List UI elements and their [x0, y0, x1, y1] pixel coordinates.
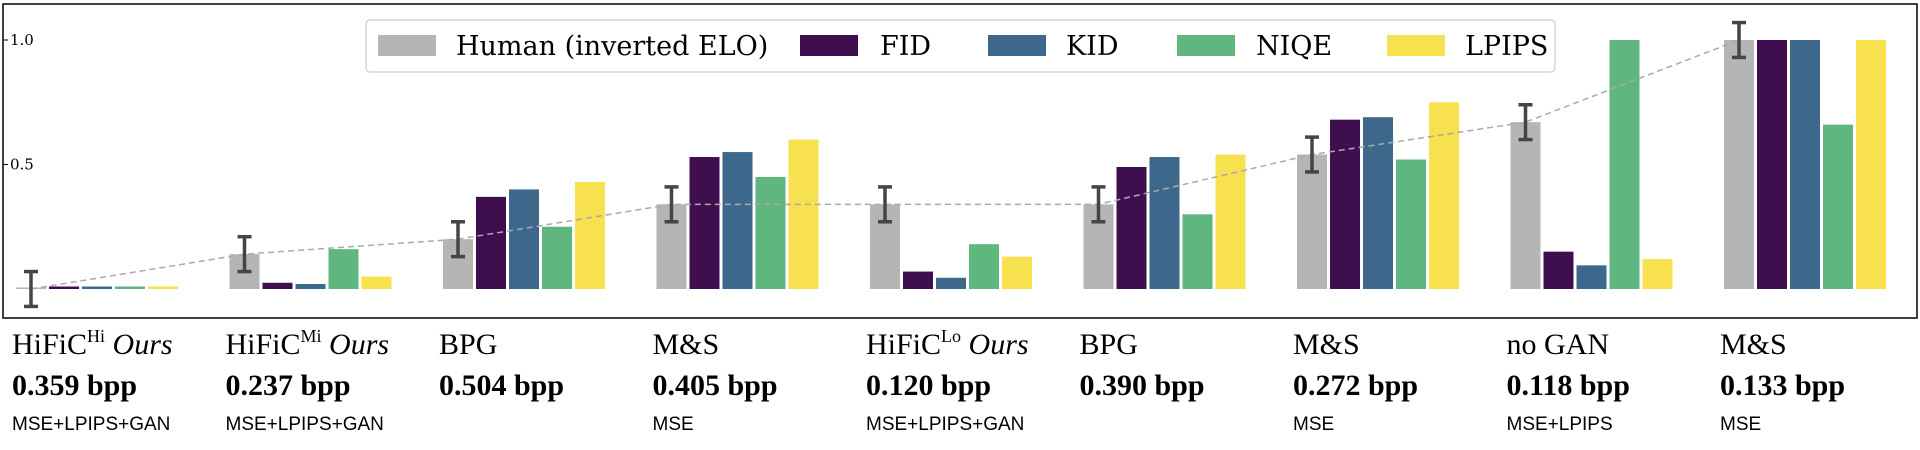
legend-label-kid: KID: [1066, 31, 1118, 62]
bar-lpips: [361, 276, 392, 289]
y-tick-label: 0.5: [10, 156, 34, 174]
bar-niqe: [969, 244, 999, 289]
bar-niqe: [1396, 159, 1426, 289]
bar-fid: [1330, 119, 1360, 290]
bar-kid: [1790, 40, 1820, 289]
plot-frame: [2, 3, 1918, 319]
error-bar: [451, 220, 465, 259]
legend-swatch-lpips: [1387, 35, 1445, 56]
legend-swatch-niqe: [1177, 35, 1235, 56]
error-bar: [664, 185, 679, 224]
bar-fid: [689, 157, 720, 289]
bar-lpips: [1002, 256, 1032, 289]
bar-fid: [476, 196, 506, 289]
bar-lpips: [1642, 259, 1673, 289]
legend-label-niqe: NIQE: [1256, 31, 1332, 62]
legend-swatch-kid: [988, 35, 1046, 56]
legend-label-lpips: LPIPS: [1465, 31, 1548, 62]
bar-lpips: [575, 181, 605, 289]
bar-niqe: [328, 249, 359, 289]
bar-kid: [936, 277, 966, 289]
legend-swatch-human: [378, 35, 436, 56]
bar-lpips: [1215, 154, 1246, 289]
bar-niqe: [1823, 124, 1853, 289]
legend-box: [365, 19, 1556, 73]
bar-niqe: [1609, 40, 1640, 289]
bar-niqe: [542, 226, 572, 289]
bar-kid: [509, 189, 539, 289]
bar-kid: [1363, 117, 1393, 289]
bar-fid: [1543, 251, 1574, 289]
bar-human: [1510, 122, 1541, 289]
bar-kid: [295, 284, 326, 289]
error-bar: [24, 269, 38, 309]
bar-fid: [262, 282, 293, 289]
bar-kid: [82, 286, 112, 289]
error-bar: [1091, 185, 1106, 224]
bar-lpips: [1429, 102, 1459, 289]
bar-niqe: [115, 286, 145, 289]
bar-niqe: [1182, 214, 1213, 289]
legend-swatch-fid: [800, 35, 858, 56]
bar-fid: [903, 271, 933, 289]
bar-lpips: [1856, 40, 1886, 289]
legend-label-human: Human (inverted ELO): [456, 31, 768, 62]
y-tick-label: 1.0: [10, 31, 34, 49]
error-bar: [878, 185, 892, 224]
bar-kid: [1576, 265, 1607, 289]
bar-kid: [722, 152, 753, 289]
legend-label-fid: FID: [880, 31, 931, 62]
error-bar: [1518, 102, 1533, 142]
bar-fid: [49, 286, 79, 289]
error-bar: [1732, 20, 1746, 60]
bar-fid: [1116, 166, 1147, 289]
bar-lpips: [788, 139, 819, 289]
error-bar: [237, 234, 252, 274]
error-bar: [1305, 135, 1319, 174]
bar-human: [1297, 154, 1327, 289]
bar-fid: [1757, 40, 1787, 289]
bar-lpips: [148, 286, 178, 289]
bar-human: [1724, 40, 1754, 289]
bar-niqe: [755, 176, 786, 289]
bar-kid: [1149, 157, 1180, 289]
